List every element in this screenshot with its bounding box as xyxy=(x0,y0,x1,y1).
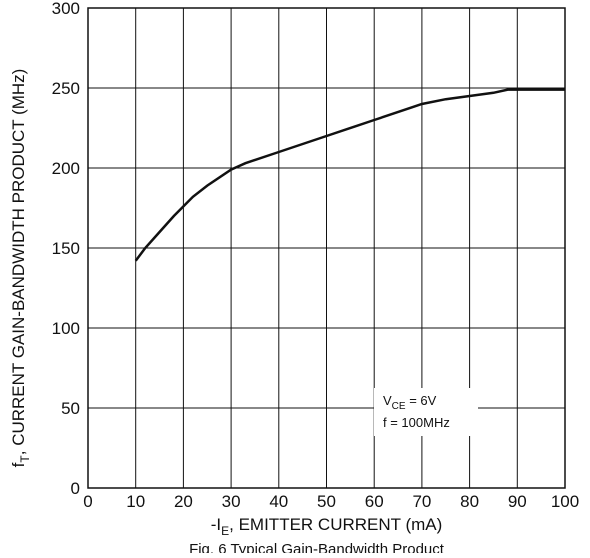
x-tick-label: 100 xyxy=(551,492,579,511)
x-axis-label-part: , EMITTER CURRENT (mA) xyxy=(229,515,442,534)
annotation-part: CE xyxy=(392,401,406,412)
caption: Fig. 6 Typical Gain-Bandwidth Product xyxy=(189,541,445,553)
y-tick-label: 100 xyxy=(52,319,80,338)
x-tick-label: 20 xyxy=(174,492,193,511)
x-tick-label: 10 xyxy=(126,492,145,511)
x-tick-label: 0 xyxy=(83,492,92,511)
x-axis-label: -IE, EMITTER CURRENT (mA) xyxy=(211,515,443,538)
x-tick-label: 50 xyxy=(317,492,336,511)
x-tick-label: 60 xyxy=(365,492,384,511)
y-tick-label: 50 xyxy=(61,399,80,418)
x-tick-label: 90 xyxy=(508,492,527,511)
x-tick-label: 80 xyxy=(460,492,479,511)
annotation-box xyxy=(374,388,478,436)
x-tick-label: 30 xyxy=(222,492,241,511)
y-tick-label: 300 xyxy=(52,0,80,18)
annotation: f = 100MHz xyxy=(383,415,450,430)
y-tick-label: 200 xyxy=(52,159,80,178)
x-tick-label: 70 xyxy=(412,492,431,511)
y-tick-label: 250 xyxy=(52,79,80,98)
y-axis-label-part: , CURRENT GAIN-BANDWIDTH PRODUCT (MHz) xyxy=(9,69,28,456)
y-axis-label: fT, CURRENT GAIN-BANDWIDTH PRODUCT (MHz) xyxy=(9,69,32,468)
data-line xyxy=(134,88,565,262)
y-tick-label: 0 xyxy=(71,479,80,498)
annotation-part: V xyxy=(383,393,392,408)
x-tick-label: 40 xyxy=(269,492,288,511)
annotation-part: = 6V xyxy=(406,393,437,408)
annotation: VCE = 6V xyxy=(383,393,437,412)
plot-frame xyxy=(87,7,566,489)
y-axis-label-part: f xyxy=(9,462,28,467)
y-axis-label-part: T xyxy=(18,455,32,463)
y-tick-label: 150 xyxy=(52,239,80,258)
x-axis-label-part: -I xyxy=(211,515,221,534)
x-axis-label-part: E xyxy=(221,524,229,538)
